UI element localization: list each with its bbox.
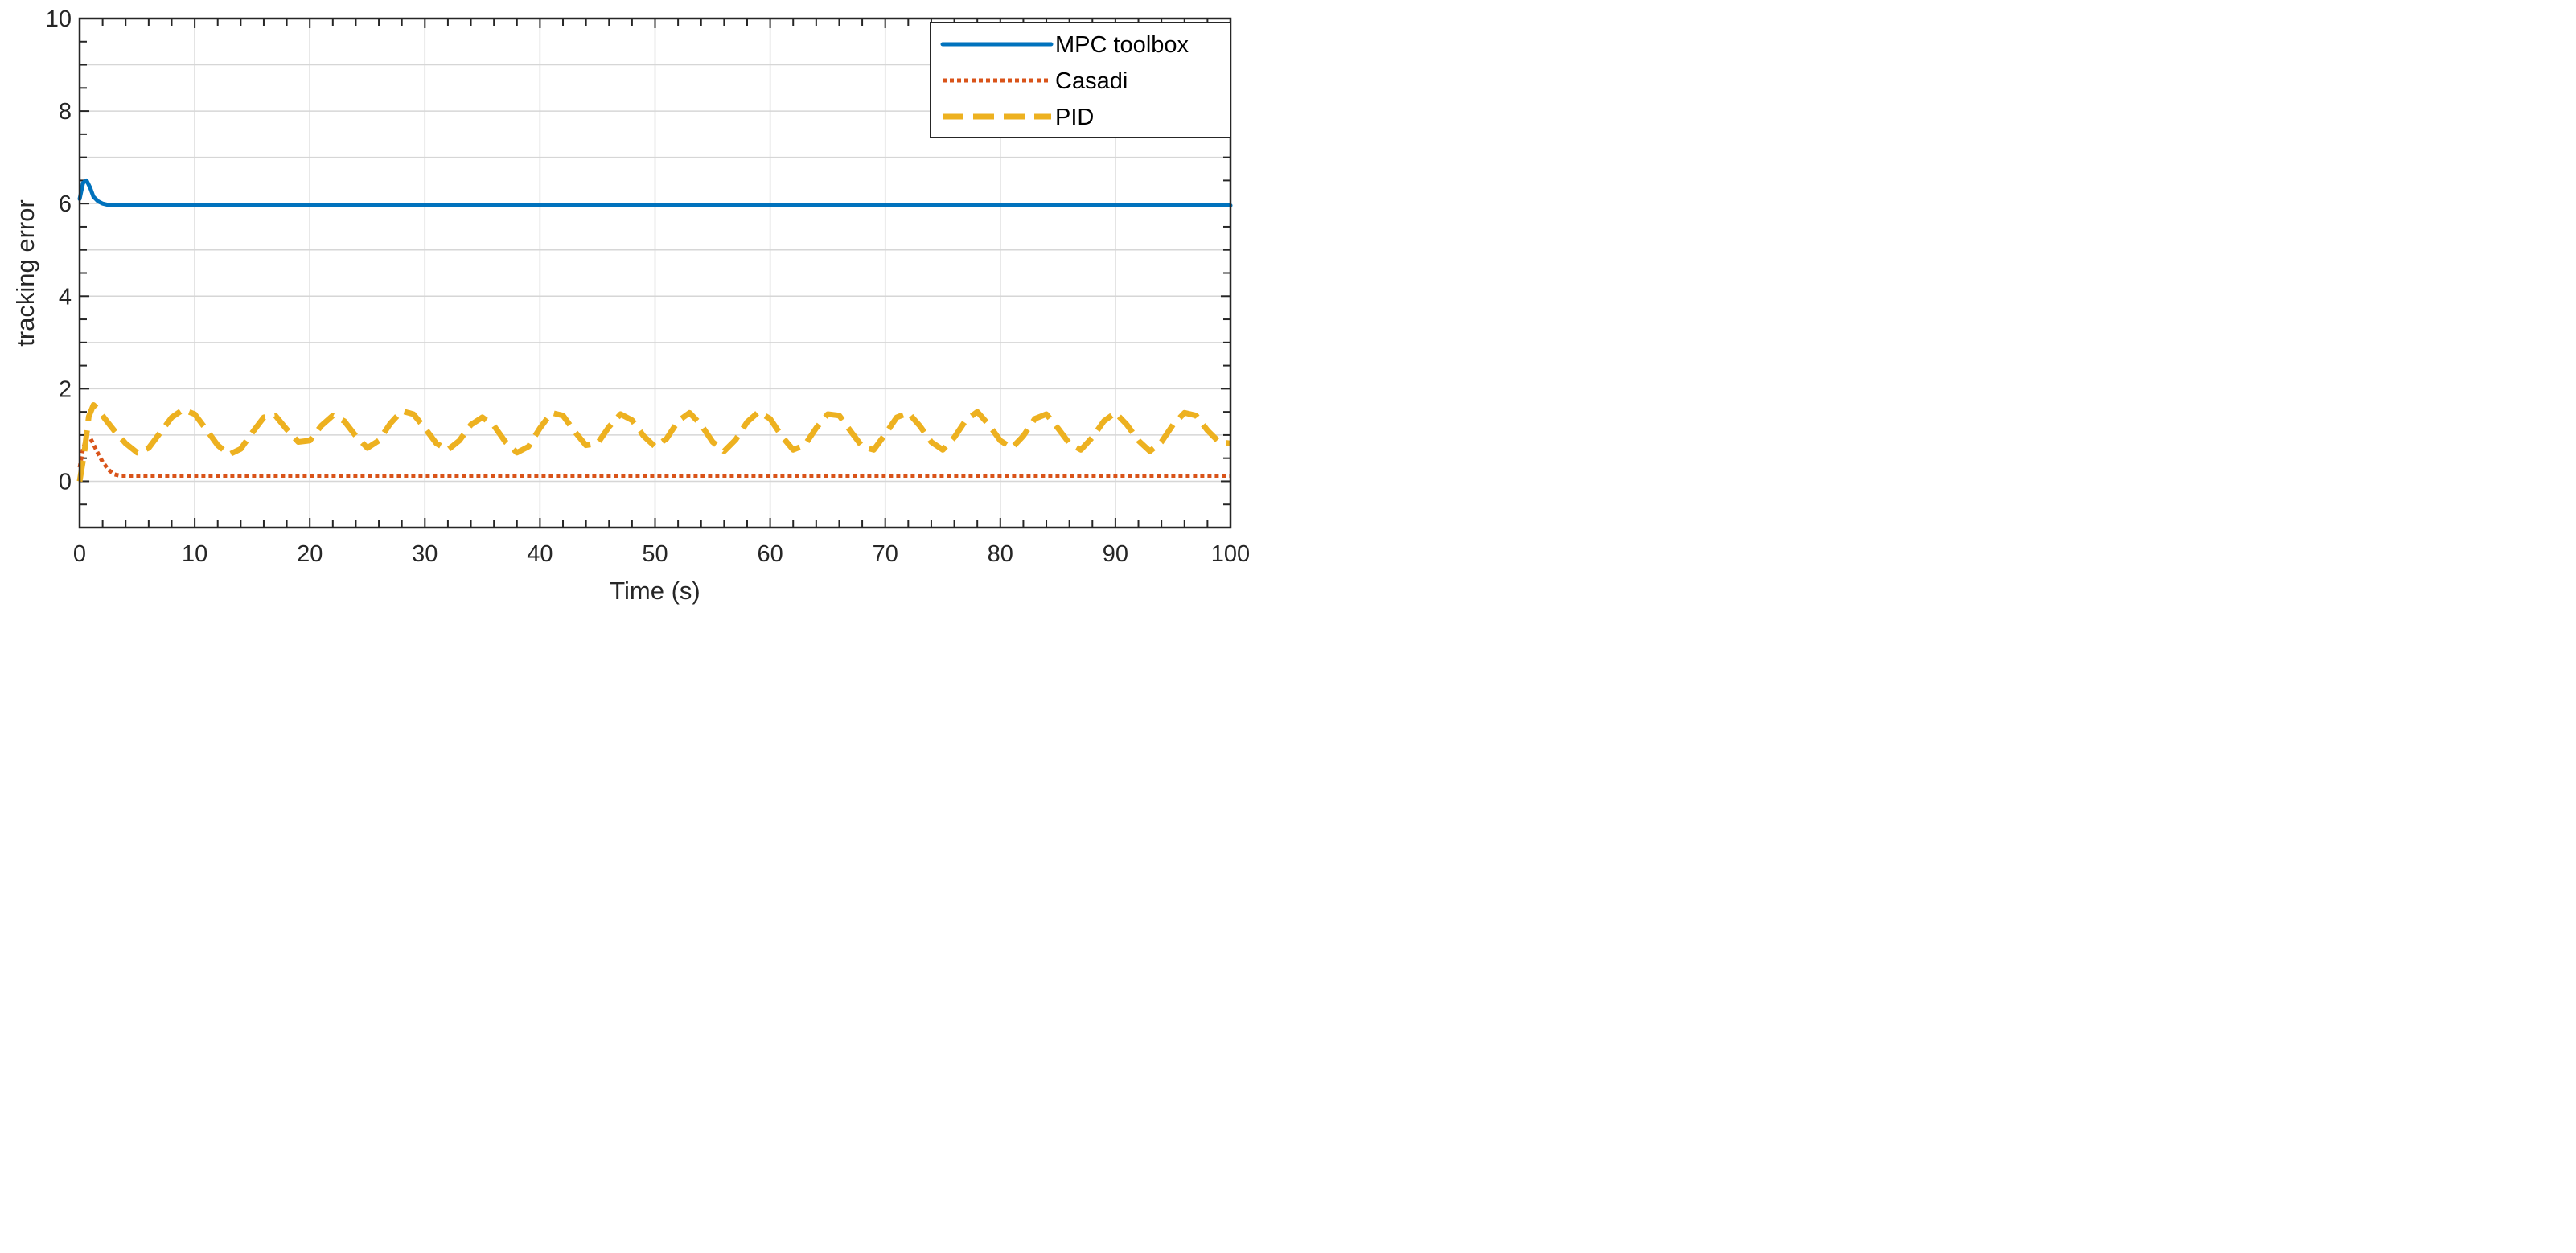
y-axis-title: tracking error bbox=[11, 199, 39, 347]
series-line-mpc-toolbox bbox=[77, 178, 1233, 207]
legend-label: Casadi bbox=[1055, 68, 1128, 94]
x-tick-label: 60 bbox=[757, 541, 783, 567]
series-lines bbox=[76, 178, 1233, 483]
y-tick-label: 2 bbox=[59, 376, 72, 402]
tracking-error-chart: 0 10 20 30 40 50 60 70 80 90 100 0 2 4 6 8 10 Time (s) t… bbox=[11, 6, 1250, 605]
legend-label: PID bbox=[1055, 105, 1094, 130]
x-tick-label: 100 bbox=[1211, 541, 1250, 567]
series-line-pid bbox=[76, 402, 1231, 483]
x-tick-label: 70 bbox=[873, 541, 898, 567]
x-tick-label: 90 bbox=[1103, 541, 1128, 567]
x-tick-label: 40 bbox=[527, 541, 553, 567]
tick-labels: 0 10 20 30 40 50 60 70 80 90 100 0 2 4 6 8 10 bbox=[46, 6, 1250, 567]
y-tick-label: 4 bbox=[59, 284, 72, 310]
y-tick-label: 8 bbox=[59, 99, 72, 125]
x-tick-label: 50 bbox=[642, 541, 668, 567]
x-tick-label: 20 bbox=[297, 541, 323, 567]
y-tick-label: 10 bbox=[46, 6, 72, 32]
x-tick-label: 0 bbox=[73, 541, 86, 567]
y-tick-label: 0 bbox=[59, 469, 72, 495]
x-tick-label: 30 bbox=[412, 541, 438, 567]
plot-frame bbox=[78, 17, 1232, 529]
x-tick-label: 10 bbox=[182, 541, 207, 567]
series-line-casadi bbox=[77, 435, 1230, 478]
legend-label: MPC toolbox bbox=[1055, 32, 1189, 58]
x-axis-title: Time (s) bbox=[610, 577, 700, 605]
legend: MPC toolbox Casadi PID bbox=[930, 22, 1231, 138]
x-tick-label: 80 bbox=[988, 541, 1013, 567]
y-tick-label: 6 bbox=[59, 191, 72, 217]
